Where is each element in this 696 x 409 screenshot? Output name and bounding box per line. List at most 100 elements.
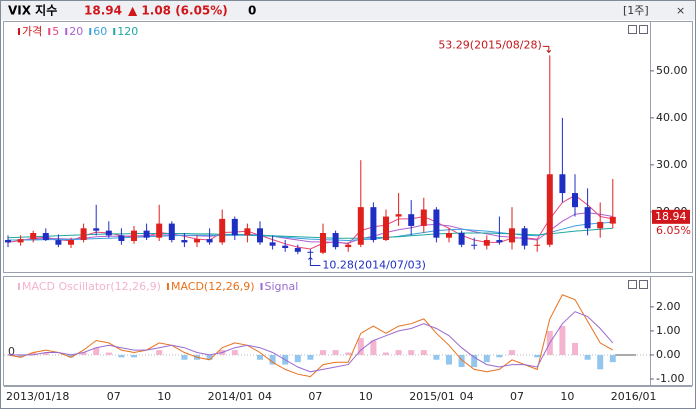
candle-body [219, 218, 226, 243]
legend-entry: MACD(12,26,9) [171, 280, 255, 293]
candle-body [408, 214, 415, 226]
oscillator-bar [320, 350, 326, 355]
candle-body [143, 230, 150, 238]
x-tick-label: 2016/01 [611, 390, 657, 403]
price-change: ▲ 1.08 (6.05%) [128, 4, 228, 18]
legend-marker [48, 28, 51, 35]
candle-body [168, 223, 175, 241]
oscillator-bar [446, 354, 452, 365]
candle-body [395, 214, 402, 217]
candle-body [269, 242, 276, 246]
oscillator-bar [584, 354, 591, 360]
oscillator-bar [42, 352, 49, 355]
legend-marker [113, 28, 116, 35]
y-tick-label: 0.00 [656, 348, 681, 361]
candle-body [231, 218, 238, 236]
candle-body [370, 207, 377, 241]
oscillator-bar [420, 350, 427, 355]
annotation-arrow [308, 256, 321, 267]
annotation: 53.29(2015/08/28) [438, 38, 541, 51]
legend-marker [65, 28, 68, 35]
candle-body [345, 244, 352, 248]
candle-body [320, 232, 326, 253]
annotation: 10.28(2014/07/03) [322, 259, 425, 272]
oscillator-bar [471, 354, 478, 367]
close-button[interactable]: × [676, 4, 685, 17]
candle-body [433, 209, 440, 238]
title-bar [1, 1, 695, 20]
oscillator-bar [93, 347, 100, 355]
legend-entry: 20 [69, 25, 83, 38]
oscillator-bar [257, 354, 263, 360]
x-tick-label: 10 [560, 390, 574, 403]
candle-body [93, 228, 100, 231]
y-tick-label: -1.00 [656, 372, 684, 385]
close-panel-button[interactable] [639, 280, 648, 289]
volume: 0 [248, 4, 256, 18]
oscillator-bar [496, 354, 503, 358]
oscillator-bar [80, 352, 87, 355]
x-tick-label: 07 [510, 390, 524, 403]
oscillator-bar [572, 342, 578, 355]
x-tick-label: 2013/01/18 [6, 390, 69, 403]
y-tick-label: 50.00 [656, 64, 688, 77]
legend-marker [260, 283, 263, 290]
period-button[interactable]: [1주] [623, 4, 649, 17]
oscillator-bar [118, 354, 125, 358]
oscillator-bar [294, 354, 301, 363]
legend-entry: 60 [93, 25, 107, 38]
macd-line [7, 294, 614, 378]
maximize-button[interactable] [628, 25, 637, 34]
candle-body [546, 174, 553, 245]
legend-entry: 120 [117, 25, 138, 38]
candle-body [181, 240, 188, 243]
macd-line [8, 311, 614, 373]
oscillator-bar [131, 354, 137, 358]
x-tick-label: 04 [258, 390, 272, 403]
oscillator-bar [68, 354, 74, 358]
candle-body [534, 244, 541, 246]
x-tick-label: 2014/01 [208, 390, 254, 403]
oscillator-bar [156, 350, 163, 355]
oscillator-bar [357, 338, 364, 355]
candle-body [559, 174, 566, 194]
candle-body [257, 228, 263, 243]
chart-title: VIX 지수 [8, 3, 57, 18]
oscillator-bar [534, 354, 541, 358]
candle-body [5, 240, 11, 243]
oscillator-bar [30, 352, 37, 355]
candle-body [597, 221, 604, 229]
maximize-button[interactable] [628, 280, 637, 289]
x-tick-label: 04 [460, 390, 474, 403]
candle-body [244, 228, 251, 236]
candle-body [105, 230, 112, 236]
legend-entry: MACD Oscillator(12,26,9) [22, 280, 161, 293]
candle-body [282, 245, 289, 249]
candle-body [458, 232, 465, 245]
legend-marker [18, 283, 20, 290]
candle-body [483, 240, 490, 246]
candle-body [42, 232, 49, 241]
x-tick-label: 07 [107, 390, 121, 403]
zero-label: 0 [8, 345, 15, 358]
oscillator-bar [559, 326, 566, 355]
y-tick-label: 2.00 [656, 300, 681, 313]
candle-body [118, 235, 125, 241]
candle-body [521, 228, 528, 246]
close-panel-button[interactable] [639, 25, 648, 34]
candle-body [446, 232, 452, 238]
candle-body [68, 240, 74, 245]
last-price: 18.94 [84, 4, 122, 18]
last-price-box [652, 209, 690, 224]
oscillator-bar [345, 352, 352, 355]
candle-body [584, 207, 591, 229]
candle-body [156, 223, 163, 238]
price-panel [3, 21, 693, 273]
y-tick-label: 30.00 [656, 158, 688, 171]
oscillator-bar [433, 354, 440, 360]
y-tick-label: 40.00 [656, 111, 688, 124]
candle-body [383, 216, 389, 241]
candle-body [55, 240, 62, 245]
x-tick-label: 10 [157, 390, 171, 403]
